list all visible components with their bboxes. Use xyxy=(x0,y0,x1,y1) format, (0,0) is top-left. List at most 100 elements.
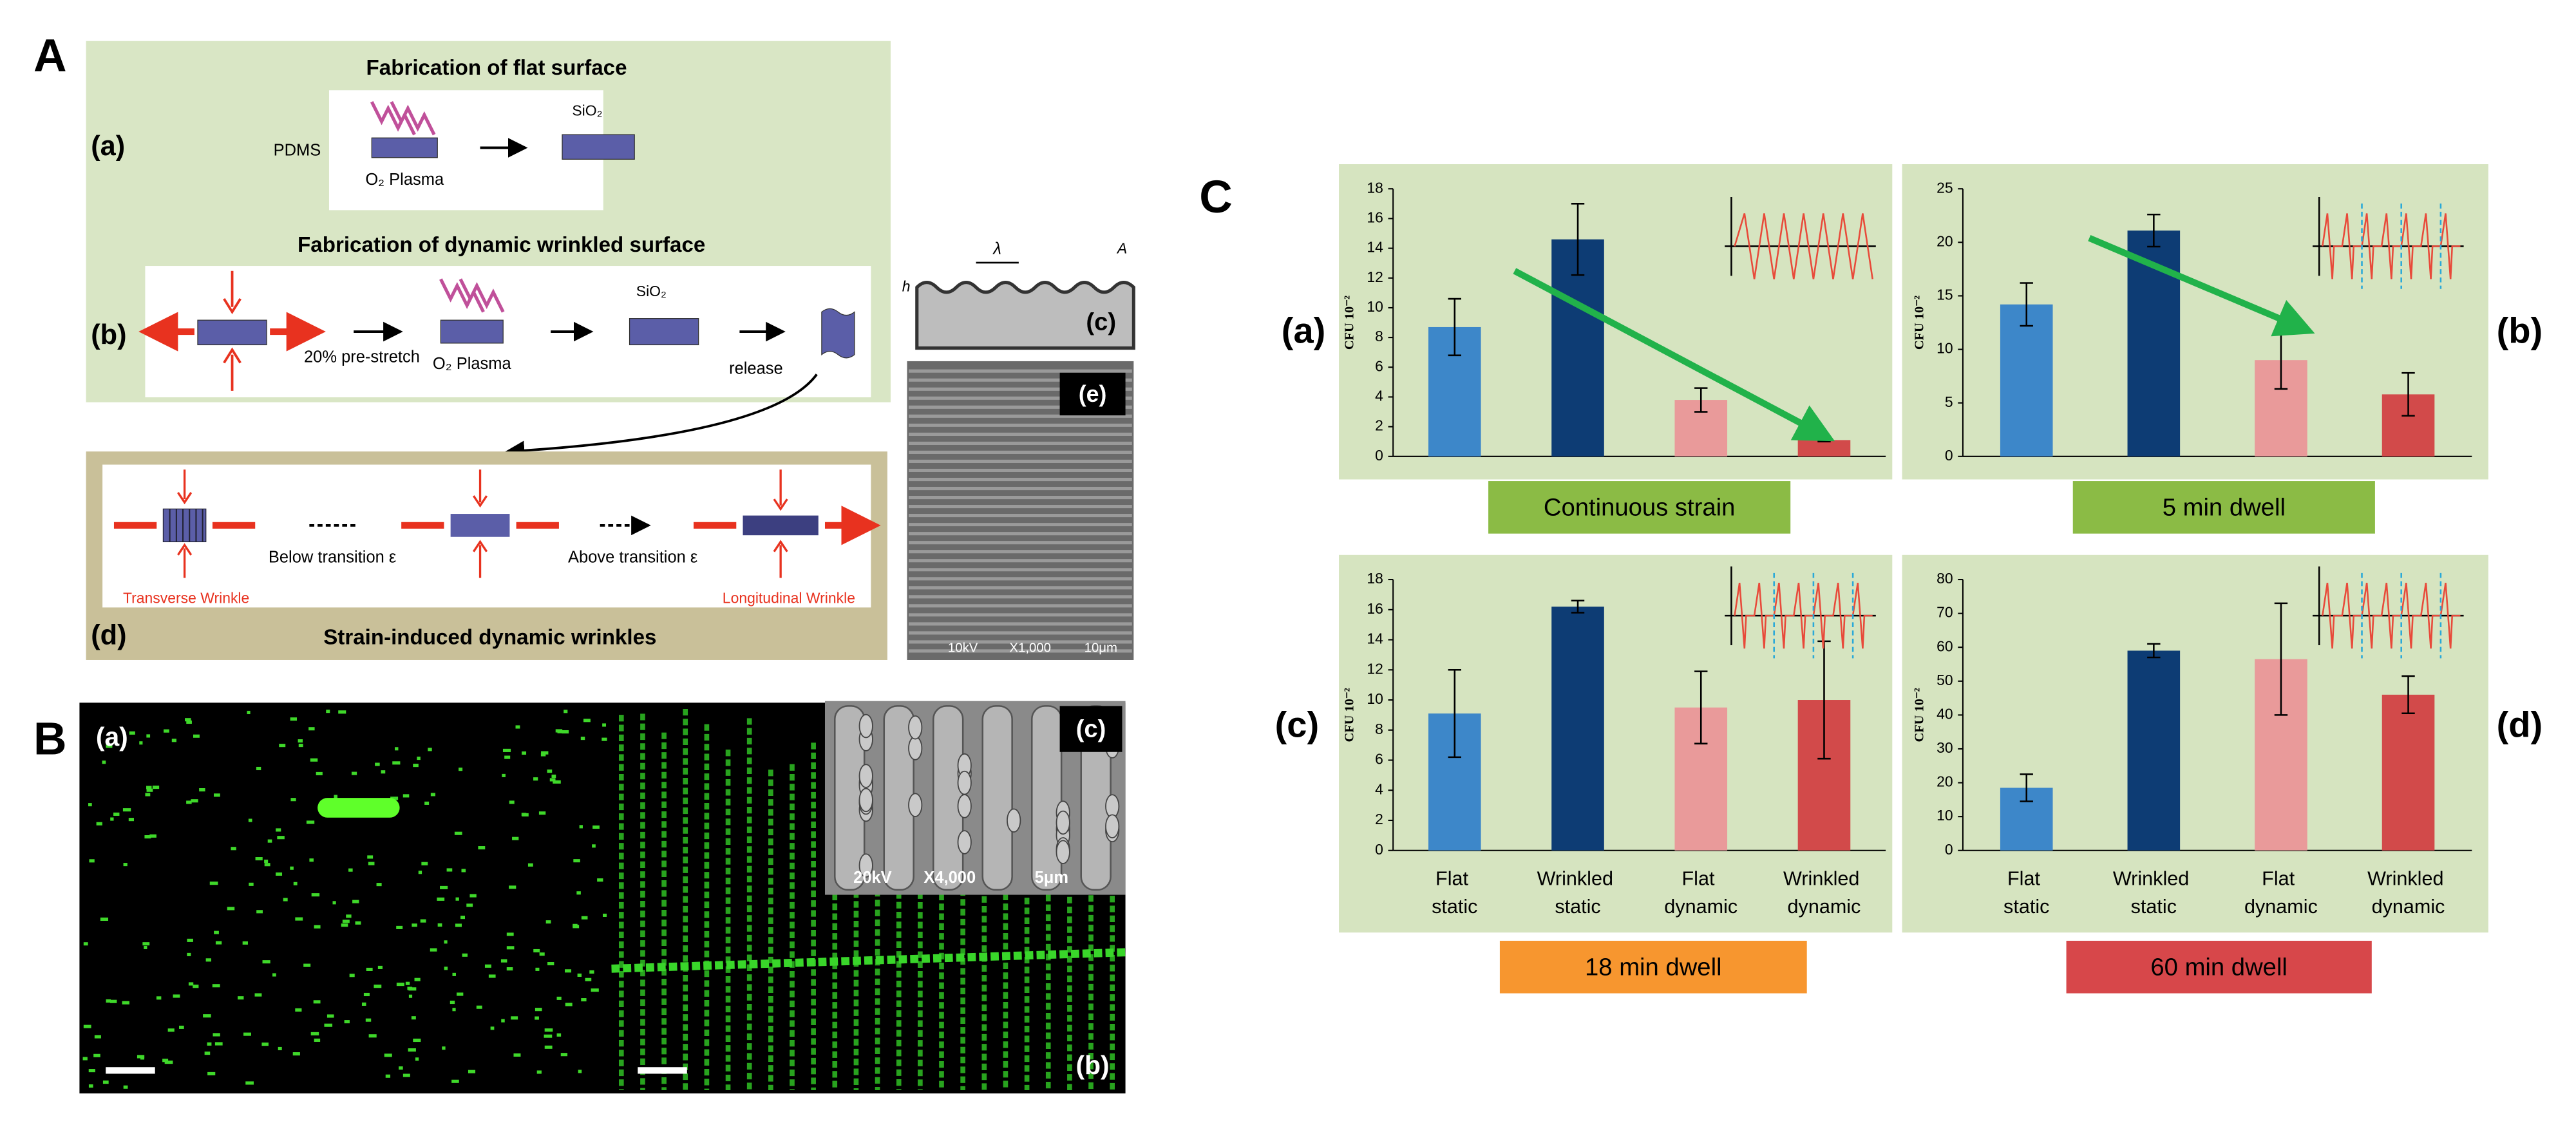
y-tick-label: 4 xyxy=(1375,780,1383,797)
text: 20kV xyxy=(853,869,892,887)
dot xyxy=(96,822,102,826)
sample xyxy=(450,514,510,537)
y-tick-label: 18 xyxy=(1367,179,1383,196)
y-axis-label: CFU 10⁻² xyxy=(1912,296,1926,350)
dot xyxy=(290,798,296,802)
dot xyxy=(102,760,106,764)
dot xyxy=(144,835,151,839)
dot xyxy=(332,901,336,905)
dot xyxy=(556,996,562,1000)
dot xyxy=(418,871,422,874)
dot xyxy=(93,1053,100,1057)
y-tick-label: 16 xyxy=(1367,209,1383,225)
text: λ xyxy=(992,240,1001,258)
dot xyxy=(390,797,399,800)
dot xyxy=(146,734,151,738)
dot xyxy=(553,780,561,784)
error-bar xyxy=(1571,599,1585,614)
dot xyxy=(544,1034,553,1038)
cell xyxy=(957,770,972,795)
x-tick-label: Wrinkled static xyxy=(2113,868,2195,918)
dot xyxy=(109,999,117,1003)
dot xyxy=(538,811,546,815)
dot xyxy=(455,923,462,927)
dot xyxy=(290,717,298,721)
dot xyxy=(395,747,399,751)
dot xyxy=(309,858,314,862)
cell xyxy=(1056,810,1070,835)
dot xyxy=(310,758,318,762)
dot xyxy=(207,1042,212,1046)
banner-text: 18 min dwell xyxy=(1585,953,1722,981)
dot xyxy=(144,945,147,950)
dot xyxy=(500,959,507,963)
dot xyxy=(366,967,373,971)
dot xyxy=(316,771,323,775)
dot xyxy=(293,882,298,885)
text: X1,000 xyxy=(1009,641,1051,656)
dot xyxy=(533,777,538,781)
text: Below transition ε xyxy=(269,549,396,567)
dot xyxy=(549,778,556,782)
dot xyxy=(402,1073,410,1077)
dot xyxy=(377,965,383,969)
bar xyxy=(2127,650,2181,851)
dot xyxy=(82,1057,88,1061)
dot xyxy=(455,897,459,901)
y-tick-label: 70 xyxy=(1937,604,1953,621)
dot xyxy=(592,825,600,829)
banner-text: Continuous strain xyxy=(1544,494,1736,522)
cell xyxy=(1007,808,1021,833)
y-tick-label: 2 xyxy=(1375,811,1383,827)
text: 20% pre-stretch xyxy=(304,348,420,366)
text: h xyxy=(902,278,911,294)
dot xyxy=(488,974,496,978)
banner xyxy=(1488,481,1791,534)
dot xyxy=(256,910,263,914)
dot xyxy=(591,988,599,992)
cell xyxy=(858,764,873,788)
dot xyxy=(452,1008,456,1012)
y-tick-label: 30 xyxy=(1937,739,1953,756)
cell xyxy=(957,794,972,818)
dot xyxy=(522,751,527,755)
dot xyxy=(540,753,546,757)
profile xyxy=(915,281,1135,350)
dot xyxy=(536,1070,542,1074)
dot xyxy=(156,996,162,1000)
dot xyxy=(602,723,607,727)
dot xyxy=(292,1052,300,1056)
x-tick-label: Flat dynamic xyxy=(2244,868,2318,918)
dot xyxy=(215,941,222,945)
text: O₂ Plasma xyxy=(365,171,444,189)
dot xyxy=(193,734,200,738)
dot xyxy=(245,1081,254,1085)
chart-label: (a) xyxy=(1282,310,1326,350)
ridge xyxy=(981,705,1013,891)
dot xyxy=(504,755,511,759)
error-bar xyxy=(1571,203,1585,276)
text: O₂ Plasma xyxy=(433,355,512,373)
dot xyxy=(113,812,120,816)
banner xyxy=(2072,481,2375,534)
dot xyxy=(564,710,568,713)
text: SiO₂ xyxy=(572,102,602,118)
dot xyxy=(396,925,403,929)
sample xyxy=(371,137,438,158)
dot xyxy=(209,882,218,885)
error-bar xyxy=(2020,282,2033,327)
dot xyxy=(506,946,515,950)
dot xyxy=(106,999,111,1003)
section-title: Strain-induced dynamic wrinkles xyxy=(323,626,656,650)
dot xyxy=(535,967,540,971)
dot xyxy=(122,1001,129,1005)
bar xyxy=(1797,440,1851,457)
y-tick-label: 10 xyxy=(1937,340,1953,357)
dot xyxy=(171,739,176,742)
dot xyxy=(227,907,235,911)
dot xyxy=(544,1028,553,1032)
dot xyxy=(262,960,270,964)
x-tick-label: Wrinkled dynamic xyxy=(1783,868,1865,918)
